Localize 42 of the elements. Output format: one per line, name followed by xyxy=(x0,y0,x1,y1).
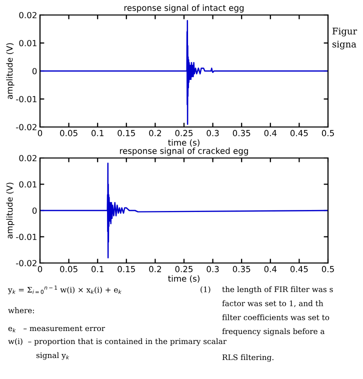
line-series xyxy=(40,20,328,125)
x-tick-label: 0.15 xyxy=(118,266,135,272)
x-tick-label: 0.25 xyxy=(175,130,193,136)
y-tick-label: 0.02 xyxy=(19,12,36,18)
x-tick-label: 0.05 xyxy=(60,266,78,272)
x-tick-label: 0.3 xyxy=(206,130,219,136)
x-tick-label: 0.3 xyxy=(206,266,219,272)
y-tick-label: -0.01 xyxy=(16,234,36,240)
x-tick-label: 0.5 xyxy=(322,130,334,136)
chart-title: response signal of cracked egg xyxy=(120,148,248,156)
x-tick-label: 0.1 xyxy=(92,266,104,272)
y-tick-label: -0.02 xyxy=(16,124,36,130)
y-tick-label: -0.02 xyxy=(16,260,36,266)
x-axis-title: time (s) xyxy=(168,275,200,283)
x-tick-label: 0.45 xyxy=(290,266,308,272)
x-tick-label: 0.25 xyxy=(175,266,193,272)
x-tick-label: 0.15 xyxy=(118,130,135,136)
y-tick-label: 0.02 xyxy=(19,154,36,162)
x-tick-label: 0.1 xyxy=(92,130,104,136)
x-tick-label: 0.05 xyxy=(60,130,78,136)
y-tick-label: 0 xyxy=(32,68,37,74)
x-tick-label: 0.4 xyxy=(264,266,277,272)
text: signa xyxy=(332,40,356,50)
chart-title: response signal of intact egg xyxy=(124,4,244,13)
x-axis-title: time (s) xyxy=(168,139,200,147)
text: Figur xyxy=(332,28,358,36)
x-tick-label: 0.35 xyxy=(232,266,250,272)
x-tick-label: 0.45 xyxy=(290,130,308,136)
x-tick-label: 0 xyxy=(38,266,42,272)
y-tick-label: 0.01 xyxy=(19,40,36,46)
x-tick-label: 0 xyxy=(38,130,42,136)
x-tick-label: 0.2 xyxy=(149,266,161,272)
x-tick-label: 0.4 xyxy=(264,130,277,136)
x-tick-label: 0.35 xyxy=(232,130,250,136)
line-series xyxy=(40,162,328,258)
y-axis-title: amplitude (V) xyxy=(6,182,14,238)
y-tick-label: 0.01 xyxy=(19,181,36,188)
x-tick-label: 0.2 xyxy=(149,130,161,136)
x-tick-label: 0.5 xyxy=(322,266,334,272)
y-tick-label: 0 xyxy=(32,207,37,214)
y-tick-label: -0.01 xyxy=(16,96,36,102)
y-axis-title: amplitude (V) xyxy=(6,43,14,99)
